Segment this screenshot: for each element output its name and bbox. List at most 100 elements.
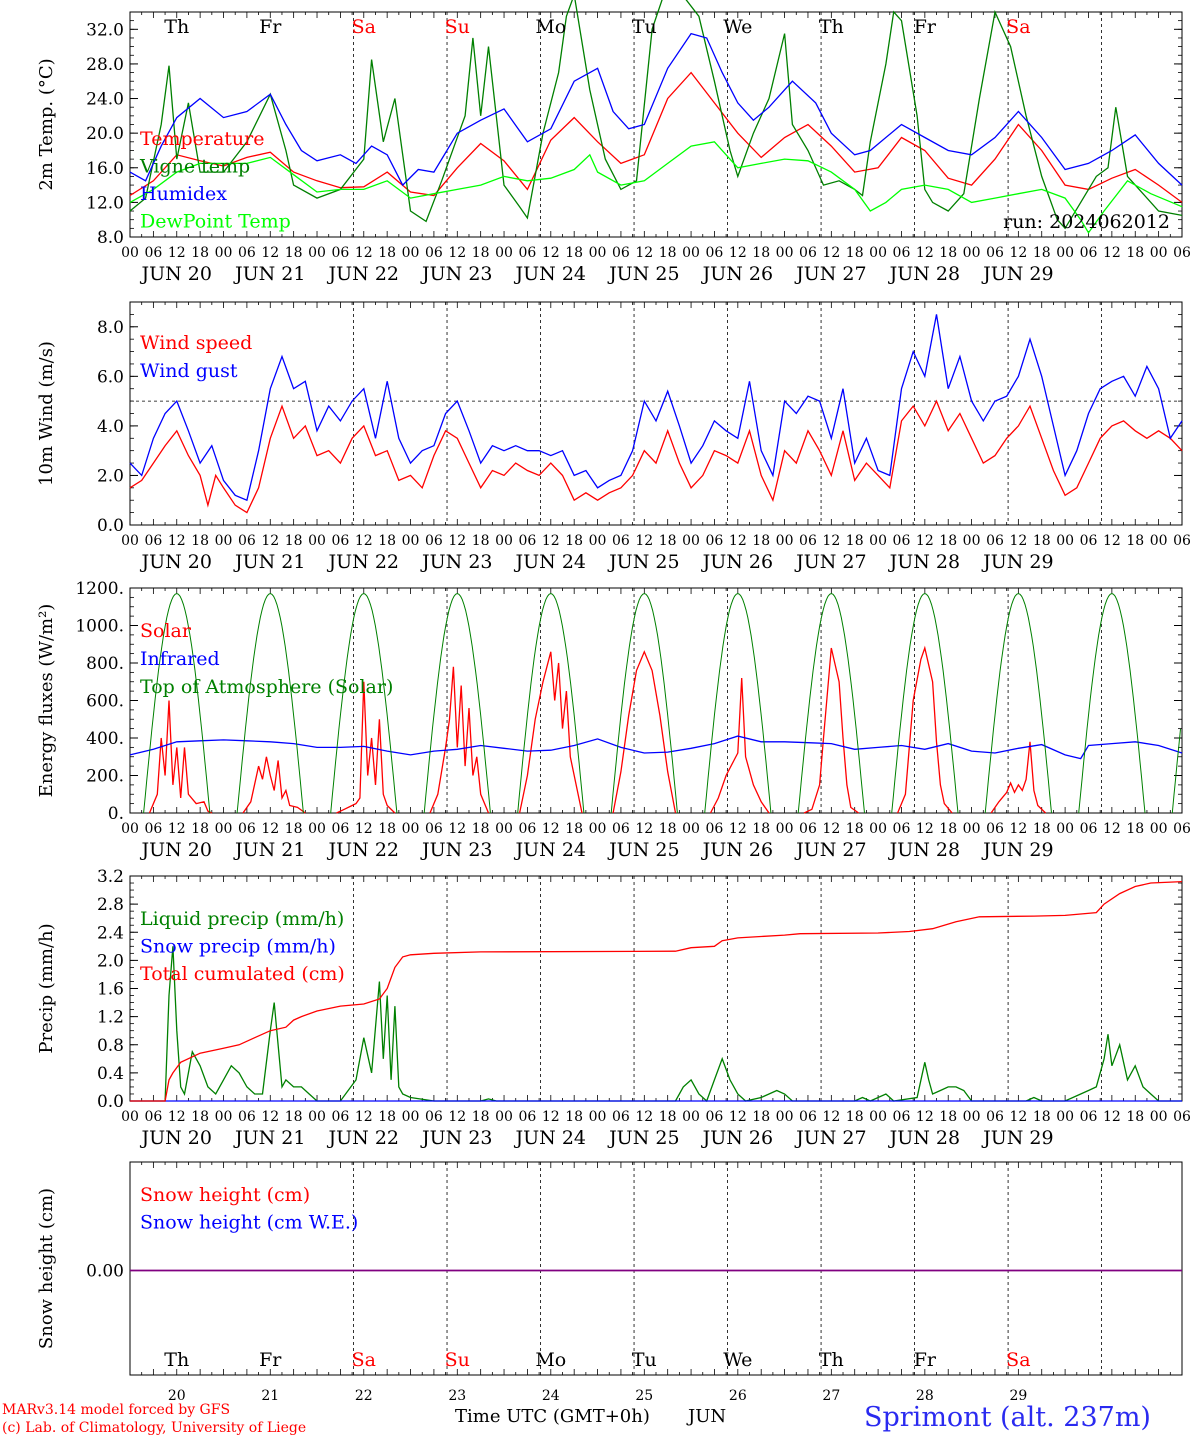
hour-tick-label: 00 — [121, 1109, 139, 1125]
hour-tick-label: 18 — [939, 533, 957, 549]
hour-tick-label: 12 — [916, 533, 934, 549]
date-label: JUN 28 — [888, 263, 960, 285]
series-line-total-cumulated-cm- — [130, 880, 1183, 1102]
time-axis-title: Time UTC (GMT+0h) — [455, 1406, 650, 1427]
legend-entry: Wind speed — [140, 332, 252, 354]
day-of-week-label: Th — [164, 16, 189, 38]
hour-tick-label: 06 — [706, 245, 724, 261]
hour-tick-label: 18 — [1126, 245, 1144, 261]
day-of-week-label: Sa — [352, 1349, 376, 1371]
hour-tick-label: 18 — [285, 821, 303, 837]
hour-tick-label: 06 — [1173, 245, 1191, 261]
hour-tick-label: 18 — [846, 821, 864, 837]
hour-tick-label: 06 — [519, 821, 537, 837]
y-tick-label: 400. — [86, 729, 124, 749]
hour-tick-label: 00 — [682, 1109, 700, 1125]
hour-tick-label: 06 — [238, 533, 256, 549]
series-line-solar — [148, 645, 1047, 814]
hour-tick-label: 18 — [659, 821, 677, 837]
y-tick-label: 3.2 — [97, 867, 124, 887]
y-axis-label: Energy fluxes (W/m²) — [36, 604, 57, 798]
date-label: JUN 23 — [420, 1127, 492, 1149]
y-tick-label: 600. — [86, 692, 124, 712]
hour-tick-label: 00 — [1056, 245, 1074, 261]
hour-tick-label: 06 — [893, 1109, 911, 1125]
day-of-week-label: Fr — [914, 16, 937, 38]
hour-tick-label: 00 — [308, 533, 326, 549]
hour-tick-label: 00 — [402, 245, 420, 261]
hour-tick-label: 06 — [986, 245, 1004, 261]
date-label: JUN 23 — [420, 263, 492, 285]
hour-tick-label: 00 — [589, 533, 607, 549]
date-label: JUN 22 — [327, 263, 399, 285]
date-label: JUN 26 — [701, 551, 773, 573]
hour-tick-label: 12 — [448, 533, 466, 549]
y-tick-label: 1200. — [75, 579, 124, 599]
hour-tick-label: 00 — [308, 821, 326, 837]
hour-tick-label: 06 — [612, 245, 630, 261]
hour-tick-label: 06 — [238, 821, 256, 837]
hour-tick-label: 18 — [472, 245, 490, 261]
hour-tick-label: 00 — [402, 533, 420, 549]
run-label: run: 2024062012 — [1003, 211, 1170, 233]
y-tick-label: 0.0 — [97, 1092, 124, 1112]
date-label: JUN 20 — [140, 839, 212, 861]
hour-tick-label: 06 — [144, 821, 162, 837]
legend-entry: Humidex — [140, 183, 227, 205]
series-line-temperature — [129, 71, 1183, 203]
series-line-dewpoint-temp — [129, 141, 1183, 234]
date-label: JUN 27 — [794, 551, 866, 573]
date-label: JUN 24 — [514, 551, 586, 573]
hour-tick-label: 06 — [519, 533, 537, 549]
hour-tick-label: 00 — [682, 245, 700, 261]
hour-tick-label: 06 — [144, 533, 162, 549]
hour-tick-label: 18 — [1033, 821, 1051, 837]
hour-tick-label: 12 — [635, 1109, 653, 1125]
day-number-label: 25 — [635, 1388, 653, 1404]
legend-entry: Snow precip (mm/h) — [140, 936, 336, 958]
panel-4: 0.0 0.4 0.8 1.2 1.6 2.0 2.4 2.8 3.2 Precip (mm/h)… — [36, 867, 1191, 1149]
hour-tick-label: 18 — [191, 821, 209, 837]
panel-frame — [129, 587, 1183, 814]
day-number-label: 20 — [168, 1388, 186, 1404]
hour-tick-label: 18 — [1033, 1109, 1051, 1125]
date-label: JUN 25 — [607, 551, 679, 573]
hour-tick-label: 18 — [939, 821, 957, 837]
hour-tick-label: 18 — [191, 1109, 209, 1125]
y-axis-label: Precip (mm/h) — [36, 923, 57, 1053]
hour-tick-label: 18 — [565, 821, 583, 837]
y-tick-label: 0. — [108, 804, 124, 824]
hour-tick-label: 18 — [1126, 533, 1144, 549]
hour-tick-label: 12 — [168, 533, 186, 549]
y-tick-label: 0.00 — [86, 1262, 124, 1282]
date-label: JUN 24 — [514, 263, 586, 285]
hour-tick-label: 00 — [869, 821, 887, 837]
legend-entry: Top of Atmosphere (Solar) — [140, 676, 393, 698]
hour-tick-label: 18 — [752, 821, 770, 837]
y-tick-label: 0.0 — [97, 516, 124, 536]
hour-tick-label: 12 — [168, 1109, 186, 1125]
day-of-week-label: We — [723, 16, 752, 38]
hour-tick-label: 12 — [729, 533, 747, 549]
date-label: JUN 25 — [607, 839, 679, 861]
date-label: JUN 24 — [514, 1127, 586, 1149]
y-tick-label: 2.4 — [97, 923, 124, 943]
hour-tick-label: 00 — [215, 245, 233, 261]
legend-entry: Solar — [140, 620, 192, 642]
date-label: JUN 29 — [981, 551, 1053, 573]
hour-tick-label: 18 — [752, 533, 770, 549]
hour-tick-label: 12 — [635, 821, 653, 837]
hour-tick-label: 18 — [659, 1109, 677, 1125]
hour-tick-label: 12 — [168, 821, 186, 837]
panel-frame — [129, 11, 1183, 238]
hour-tick-label: 06 — [612, 1109, 630, 1125]
series-line-vigne-temp — [129, 0, 1183, 230]
date-label: JUN 29 — [981, 1127, 1053, 1149]
hour-tick-label: 06 — [986, 1109, 1004, 1125]
y-tick-label: 2.8 — [97, 895, 124, 915]
y-tick-label: 1.2 — [97, 1008, 124, 1028]
day-of-week-label: Mo — [535, 16, 566, 38]
legend-entry: Infrared — [140, 648, 220, 670]
day-of-week-label: Mo — [535, 1349, 566, 1371]
hour-tick-label: 18 — [565, 1109, 583, 1125]
